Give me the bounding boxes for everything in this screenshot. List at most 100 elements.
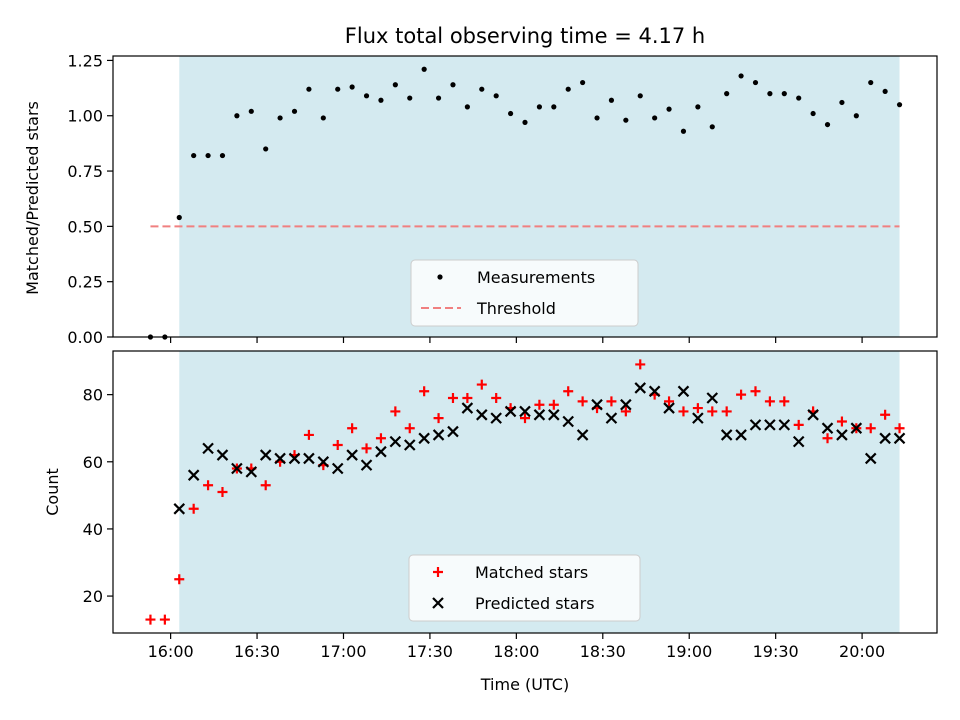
data-point xyxy=(306,86,312,92)
predicted-marker xyxy=(591,398,603,411)
matched-marker xyxy=(548,399,559,410)
x-tick-label: 17:00 xyxy=(320,642,366,661)
predicted-marker xyxy=(360,459,373,471)
legend-swatch-measurements xyxy=(437,274,443,280)
predicted-marker xyxy=(605,412,618,424)
matched-marker xyxy=(865,423,876,434)
x-tick-label: 18:30 xyxy=(580,642,626,661)
predicted-marker xyxy=(447,425,459,438)
x-tick-label: 18:00 xyxy=(493,642,539,661)
y-tick-label: 0.25 xyxy=(67,273,103,292)
matched-marker xyxy=(793,419,804,430)
predicted-marker xyxy=(850,422,863,434)
matched-marker xyxy=(303,429,314,440)
y-tick-label: 40 xyxy=(83,520,103,539)
matched-marker xyxy=(203,480,214,491)
predicted-marker xyxy=(648,385,661,398)
predicted-marker xyxy=(231,462,243,475)
predicted-marker xyxy=(792,435,805,448)
data-point xyxy=(551,104,557,110)
predicted-marker xyxy=(749,419,762,431)
y-tick-label: 60 xyxy=(83,453,103,472)
matched-marker xyxy=(332,440,343,450)
matched-marker xyxy=(476,379,487,390)
data-point xyxy=(810,110,816,117)
data-point xyxy=(896,102,903,108)
predicted-marker xyxy=(317,456,330,468)
predicted-marker xyxy=(259,449,272,461)
matched-marker xyxy=(664,396,675,407)
data-point xyxy=(507,110,514,117)
y-axis-label-ratio: Matched/Predicted stars xyxy=(23,101,42,295)
predicted-marker xyxy=(778,419,791,431)
data-point xyxy=(882,88,888,95)
predicted-marker xyxy=(692,412,704,424)
data-point xyxy=(291,108,298,114)
data-point xyxy=(724,91,730,97)
data-point xyxy=(623,117,629,123)
matched-marker xyxy=(404,423,415,434)
legend-label: Predicted stars xyxy=(475,594,595,613)
legend-label: Measurements xyxy=(477,268,595,287)
predicted-marker xyxy=(634,382,647,394)
x-tick-label: 19:30 xyxy=(753,642,799,661)
matched-marker xyxy=(822,433,833,444)
predicted-marker xyxy=(677,385,690,398)
legend-swatch-predicted-stars xyxy=(432,597,444,609)
predicted-marker xyxy=(836,429,848,441)
y-tick-label: 1.00 xyxy=(67,107,103,126)
predicted-marker xyxy=(216,449,229,461)
data-point xyxy=(738,73,744,79)
matched-marker xyxy=(678,406,689,417)
matched-marker xyxy=(491,393,502,403)
predicted-marker xyxy=(403,439,416,451)
predicted-marker xyxy=(245,466,258,478)
predicted-marker xyxy=(187,469,200,481)
matched-marker xyxy=(563,386,574,397)
predicted-marker xyxy=(389,435,402,448)
y-tick-label: 0.75 xyxy=(67,162,103,181)
predicted-marker xyxy=(533,409,546,421)
legend: Measurements Threshold xyxy=(410,259,639,327)
data-point xyxy=(450,82,456,88)
data-point xyxy=(853,113,859,119)
matched-marker xyxy=(779,396,790,407)
data-point xyxy=(824,121,831,128)
data-point xyxy=(709,124,715,130)
y-tick-label: 80 xyxy=(83,386,103,405)
matched-marker xyxy=(750,386,761,397)
data-point xyxy=(464,104,470,110)
data-point xyxy=(652,115,658,121)
matched-marker xyxy=(620,406,631,417)
matched-marker xyxy=(447,393,458,403)
data-point xyxy=(176,214,182,221)
predicted-marker xyxy=(706,392,719,404)
data-point xyxy=(349,84,355,90)
data-point xyxy=(580,79,586,86)
matched-marker xyxy=(188,503,199,514)
matched-marker xyxy=(217,487,228,497)
legend-box xyxy=(410,259,639,327)
data-point xyxy=(407,95,413,101)
x-tick-label: 16:00 xyxy=(148,642,194,661)
x-tick-label: 19:00 xyxy=(666,642,712,661)
data-point xyxy=(191,152,197,159)
matched-marker xyxy=(534,399,545,410)
chart-title: Flux total observing time = 4.17 h xyxy=(345,24,705,48)
data-point xyxy=(363,93,370,99)
predicted-marker xyxy=(519,405,531,418)
y-tick-label: 1.25 xyxy=(67,51,103,70)
predicted-marker xyxy=(331,462,344,475)
predicted-marker xyxy=(476,409,488,421)
predicted-marker xyxy=(864,452,877,465)
predicted-marker xyxy=(735,429,747,441)
y-tick-label: 0.00 xyxy=(67,328,103,347)
legend-swatch-matched-stars xyxy=(433,567,443,577)
matched-marker xyxy=(159,614,170,625)
data-point xyxy=(335,86,341,92)
data-point xyxy=(435,95,442,101)
predicted-marker xyxy=(504,405,517,418)
series-predicted-stars xyxy=(173,382,906,515)
y-tick-label: 20 xyxy=(83,587,103,606)
data-point xyxy=(781,91,787,97)
